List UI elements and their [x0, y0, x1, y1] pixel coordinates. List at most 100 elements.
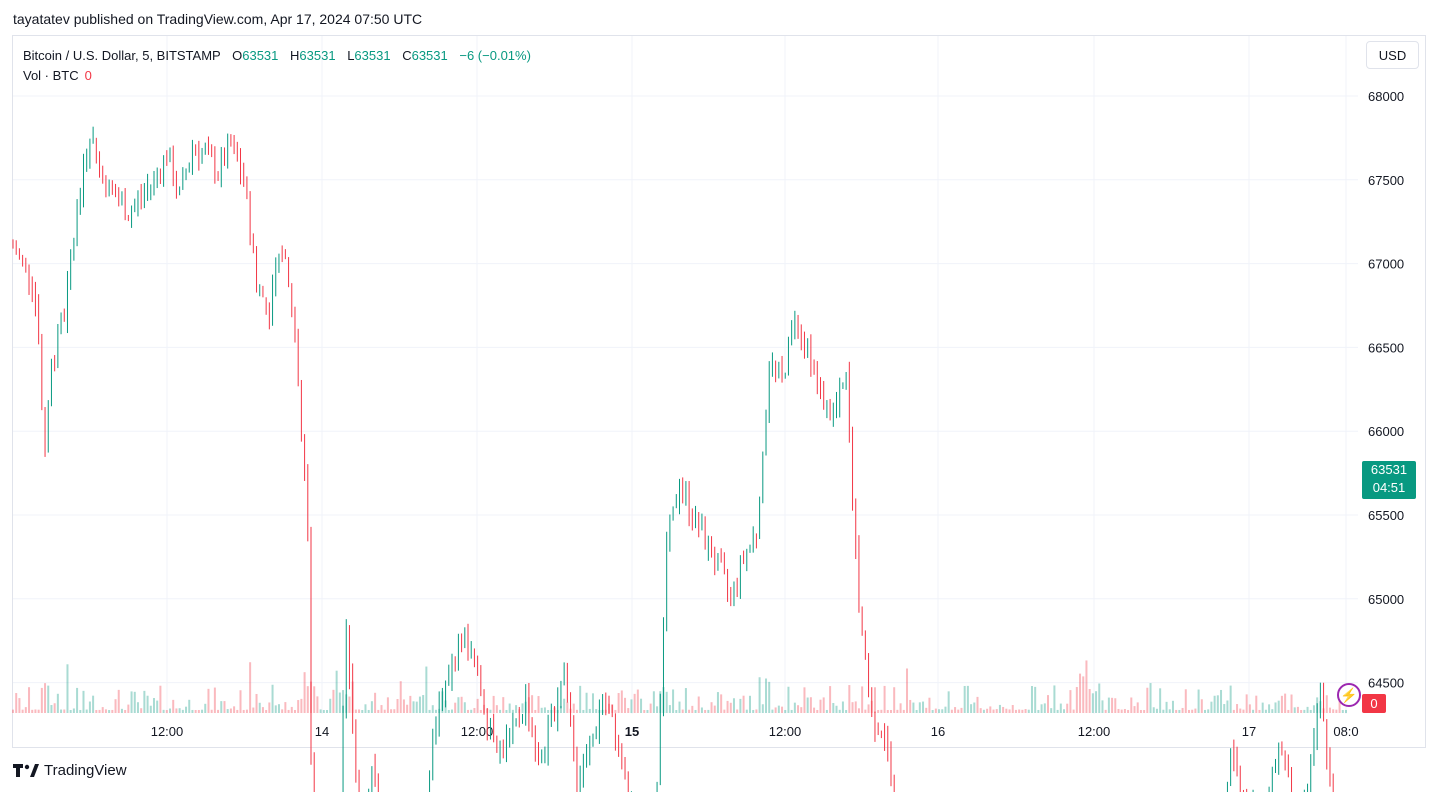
- volume-bar: [252, 707, 255, 713]
- volume-bar: [418, 696, 421, 713]
- volume-bar: [1175, 709, 1178, 713]
- volume-bar: [37, 709, 40, 713]
- volume-bar: [1268, 704, 1271, 713]
- volume-bar: [24, 707, 27, 713]
- volume-bar: [140, 708, 143, 713]
- volume-label[interactable]: Vol · BTC: [23, 68, 79, 83]
- volume-bar: [399, 681, 402, 713]
- volume-bar: [585, 692, 588, 713]
- volume-bar: [909, 699, 912, 713]
- volume-bar: [149, 705, 152, 713]
- volume-bar: [1133, 706, 1136, 713]
- symbol-label[interactable]: Bitcoin / U.S. Dollar, 5, BITSTAMP: [23, 48, 221, 63]
- volume-row: Vol · BTC 0: [23, 66, 531, 86]
- volume-bar: [117, 689, 120, 713]
- volume-bar: [31, 709, 34, 713]
- volume-bar: [681, 709, 684, 713]
- volume-bar: [1072, 709, 1075, 713]
- volume-bar: [342, 690, 345, 713]
- volume-bar: [1200, 699, 1203, 713]
- volume-bar: [136, 702, 139, 713]
- volume-bar: [816, 709, 819, 713]
- volume-bar: [245, 709, 248, 713]
- volume-bar: [1207, 709, 1210, 713]
- volume-bar: [947, 691, 950, 713]
- y-tick-label: 68000: [1368, 89, 1404, 104]
- volume-bar: [313, 686, 316, 713]
- y-tick-label: 67500: [1368, 173, 1404, 188]
- volume-bar: [108, 710, 111, 713]
- volume-bar: [306, 686, 309, 713]
- x-tick-label: 16: [931, 724, 945, 739]
- volume-bar: [1002, 706, 1005, 713]
- volume-bar: [104, 709, 107, 713]
- volume-bar: [902, 709, 905, 713]
- volume-bar: [1194, 708, 1197, 713]
- volume-bar: [511, 709, 514, 713]
- volume-bar: [1040, 704, 1043, 713]
- volume-bar: [880, 709, 883, 713]
- volume-bar: [1181, 707, 1184, 713]
- volume-bar: [1063, 709, 1066, 713]
- volume-bar: [742, 695, 745, 713]
- volume-bar: [582, 709, 585, 713]
- volume-bar: [822, 697, 825, 713]
- volume-bar: [335, 670, 338, 713]
- volume-bar: [255, 693, 258, 713]
- volume-bar: [508, 703, 511, 713]
- volume-bar: [226, 709, 229, 713]
- volume-bar: [1220, 689, 1223, 713]
- volume-bar: [383, 709, 386, 713]
- x-tick-label: 14: [315, 724, 329, 739]
- volume-bar: [1322, 708, 1325, 713]
- x-tick-label: 12:00: [461, 724, 494, 739]
- volume-bar: [1306, 706, 1309, 713]
- volume-bar: [393, 709, 396, 713]
- volume-bar: [845, 709, 848, 713]
- volume-bar: [1328, 707, 1331, 713]
- volume-bar: [361, 709, 364, 713]
- volume-bar: [454, 702, 457, 713]
- footer-brand[interactable]: TradingView: [13, 762, 127, 779]
- volume-bar: [1303, 709, 1306, 713]
- volume-bar: [1287, 709, 1290, 713]
- volume-bar: [941, 709, 944, 713]
- close-value: 63531: [411, 48, 448, 63]
- volume-bar: [739, 698, 742, 713]
- volume-bar: [287, 709, 290, 713]
- volume-bar: [1335, 709, 1338, 713]
- volume-bar: [700, 707, 703, 713]
- volume-bar: [694, 709, 697, 713]
- volume-bar: [713, 705, 716, 713]
- volume-bar: [12, 709, 14, 713]
- y-tick-label: 66000: [1368, 424, 1404, 439]
- volume-bar: [1082, 676, 1085, 713]
- volume-bar: [82, 690, 85, 713]
- currency-button[interactable]: USD: [1366, 41, 1419, 69]
- volume-bar: [127, 704, 130, 713]
- volume-bar: [970, 704, 973, 713]
- volume-bar: [1034, 686, 1037, 713]
- low-label: L: [347, 48, 355, 63]
- lightning-icon[interactable]: ⚡: [1337, 683, 1361, 707]
- volume-bar: [354, 709, 357, 713]
- volume-bar: [351, 681, 354, 713]
- volume-bar: [572, 703, 575, 713]
- volume-bar: [1271, 709, 1274, 713]
- volume-bar: [66, 664, 69, 713]
- volume-bar: [374, 692, 377, 713]
- volume-bar: [143, 690, 146, 713]
- volume-bar: [704, 709, 707, 713]
- volume-bar: [813, 707, 816, 713]
- volume-bar: [191, 709, 194, 713]
- volume-bar: [101, 707, 104, 713]
- volume-bar: [95, 709, 98, 713]
- high-value: 63531: [299, 48, 336, 63]
- volume-bar: [463, 702, 466, 713]
- volume-bar: [611, 704, 614, 713]
- volume-bar: [53, 703, 56, 713]
- volume-bar: [825, 709, 828, 713]
- volume-bar: [473, 708, 476, 713]
- volume-bar: [460, 696, 463, 713]
